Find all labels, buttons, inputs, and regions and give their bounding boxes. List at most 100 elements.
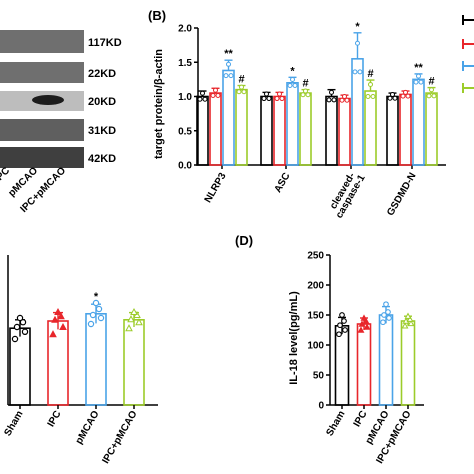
y-tick-label: 1.0 <box>178 92 192 103</box>
significance-mark: # <box>238 74 244 86</box>
y-tick-label: 0.0 <box>178 161 192 172</box>
data-point <box>21 328 29 335</box>
data-point <box>16 314 24 322</box>
legend-marker <box>462 39 474 49</box>
y-tick-label: 0.5 <box>178 126 192 137</box>
bar <box>351 58 364 166</box>
data-point <box>339 312 345 318</box>
data-point <box>305 92 311 98</box>
kd-label: 31KD <box>88 125 116 137</box>
data-point <box>59 322 67 330</box>
data-point <box>400 93 406 99</box>
data-point <box>431 93 437 99</box>
significance-mark: # <box>302 78 308 90</box>
chart-panel-d: (D) IL-18 level(pg/mL) 0 50 100 150 200 250 Sh… <box>235 233 424 466</box>
data-point <box>292 83 298 89</box>
data-point <box>404 312 412 319</box>
data-point <box>344 97 350 103</box>
data-point <box>215 92 221 98</box>
blot-band-22kd <box>0 62 84 83</box>
data-point <box>416 73 421 79</box>
legend-marker <box>462 15 474 25</box>
panel-label-b: (B) <box>148 8 166 23</box>
data-point <box>358 320 366 327</box>
data-point <box>279 96 285 102</box>
blot-band-117kd <box>0 30 84 53</box>
data-point <box>365 94 371 99</box>
data-point <box>326 97 332 103</box>
data-point <box>135 318 143 326</box>
y-tick-label: 150 <box>307 311 324 322</box>
data-point <box>130 307 138 315</box>
x-tick-label: Sham <box>2 409 25 438</box>
bar <box>299 92 312 166</box>
bar <box>273 95 286 166</box>
data-point <box>368 81 373 87</box>
x-tick-label: pMCAO <box>74 409 102 446</box>
bar <box>378 314 394 406</box>
significance-mark: * <box>355 21 360 33</box>
data-point <box>49 330 57 338</box>
data-point <box>426 93 432 99</box>
y-tick-label: 2.0 <box>178 24 192 35</box>
data-point <box>406 315 414 322</box>
data-point <box>89 311 97 319</box>
x-tick-label: ASC <box>273 171 293 195</box>
blot-band-42kd <box>0 147 84 168</box>
data-point <box>407 319 415 327</box>
bar <box>222 69 235 166</box>
data-point <box>87 320 95 328</box>
data-point <box>387 95 393 101</box>
bar <box>338 97 351 166</box>
y-axis-label-d: IL-18 level(pg/mL) <box>288 291 300 385</box>
bar <box>123 318 145 406</box>
bar <box>334 324 350 406</box>
significance-mark: ** <box>414 62 423 74</box>
data-point <box>336 331 342 338</box>
blot-dark-band <box>32 95 64 105</box>
data-point <box>357 69 363 75</box>
western-blot: 117KD 22KD 20KD 31KD 42KD IPC pMCAO IPC+… <box>0 30 122 215</box>
bar <box>260 95 273 166</box>
significance-mark: # <box>428 76 434 88</box>
x-tick-label: NLRP3 <box>203 171 229 205</box>
y-axis-label-b: target protein/β-actin <box>153 49 165 159</box>
significance-mark: * <box>290 65 295 77</box>
bar <box>85 312 107 406</box>
data-point <box>370 94 376 99</box>
data-point <box>357 326 365 333</box>
data-point <box>213 87 218 93</box>
x-tick-label: GSDMD-N <box>385 171 418 218</box>
data-point <box>228 73 234 79</box>
data-point <box>202 96 208 102</box>
y-tick-label: 100 <box>307 341 324 352</box>
data-point <box>329 89 334 95</box>
data-point <box>290 77 295 83</box>
data-point <box>341 318 347 324</box>
data-point <box>401 322 409 329</box>
data-point <box>95 305 103 313</box>
panel-label-d: (D) <box>235 233 253 248</box>
data-point <box>236 89 242 95</box>
data-point <box>287 83 293 89</box>
y-tick-label: 50 <box>313 371 325 382</box>
x-tick-label: Sham <box>324 409 347 438</box>
legend-marker <box>462 61 474 71</box>
bar <box>386 95 399 166</box>
data-point <box>303 88 308 94</box>
bar <box>209 92 222 166</box>
data-point <box>274 96 280 102</box>
data-point <box>405 93 411 99</box>
data-point <box>54 307 62 315</box>
x-tick-label: IPC <box>46 409 64 429</box>
bar <box>356 323 372 406</box>
data-point <box>413 79 419 85</box>
data-point <box>392 95 398 101</box>
bar <box>364 90 377 166</box>
data-point <box>355 40 360 46</box>
data-point <box>19 319 27 326</box>
data-point <box>386 315 392 321</box>
data-point <box>342 94 347 99</box>
bar <box>412 78 425 166</box>
